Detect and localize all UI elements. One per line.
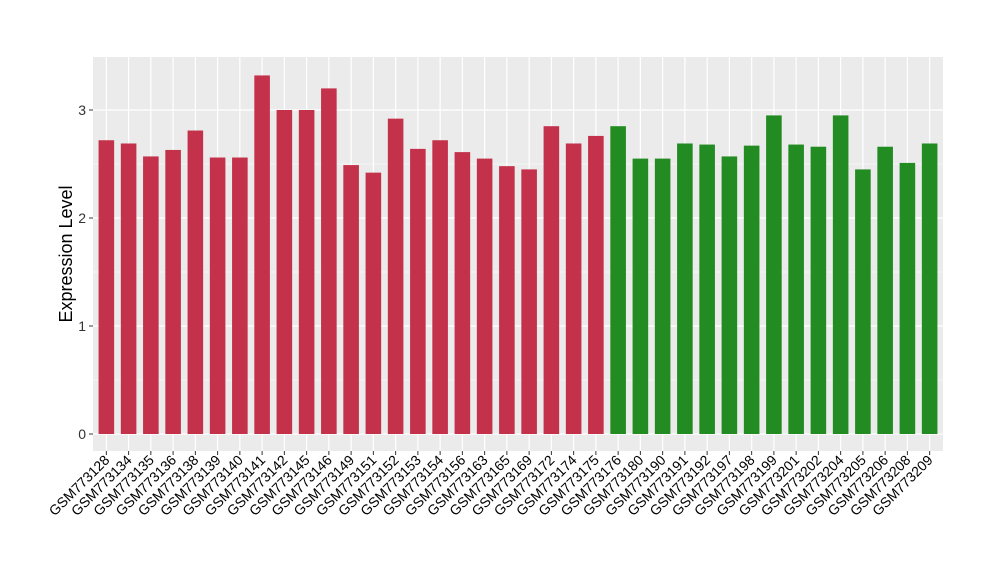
bar-GSM773146 xyxy=(321,88,337,435)
bar-GSM773128 xyxy=(98,140,115,435)
bar-GSM773153 xyxy=(410,148,426,434)
bar-GSM773199 xyxy=(766,115,782,435)
bar-GSM773192 xyxy=(699,144,715,434)
y-tick-label: 0 xyxy=(78,426,86,442)
bar-GSM773180 xyxy=(632,158,649,434)
bar-GSM773197 xyxy=(721,156,738,434)
bar-GSM773141 xyxy=(254,75,270,434)
bar-GSM773163 xyxy=(476,158,493,434)
bar-GSM773154 xyxy=(432,140,448,435)
bar-GSM773190 xyxy=(654,158,671,434)
y-tick-label: 3 xyxy=(78,102,86,118)
bar-GSM773172 xyxy=(543,126,560,434)
bar-GSM773198 xyxy=(743,145,760,434)
bar-GSM773145 xyxy=(298,110,315,434)
bar-GSM773135 xyxy=(143,156,159,434)
bar-GSM773206 xyxy=(877,146,893,434)
y-axis: 0 1 2 3 xyxy=(78,102,93,442)
bars xyxy=(98,75,938,435)
bar-GSM773140 xyxy=(232,157,248,434)
y-tick-label: 1 xyxy=(78,318,86,334)
bar-GSM773209 xyxy=(921,143,938,435)
bar-GSM773138 xyxy=(187,130,204,434)
bar-GSM773149 xyxy=(343,165,359,434)
bar-GSM773152 xyxy=(387,118,404,434)
bar-GSM773139 xyxy=(209,157,226,434)
x-axis: GSM773128GSM773134GSM773135GSM773136GSM7… xyxy=(46,451,936,519)
bar-GSM773151 xyxy=(365,172,382,434)
bar-GSM773169 xyxy=(521,169,537,434)
bar-GSM773136 xyxy=(165,149,181,434)
bar-GSM773205 xyxy=(855,169,871,434)
bar-GSM773134 xyxy=(120,143,137,435)
bar-GSM773176 xyxy=(610,126,626,434)
bar-GSM773156 xyxy=(454,152,471,434)
bar-GSM773175 xyxy=(588,135,604,435)
bar-GSM773142 xyxy=(276,110,293,434)
y-axis-label: Expression Level xyxy=(56,185,76,322)
bar-GSM773191 xyxy=(677,143,693,435)
bar-GSM773165 xyxy=(499,166,515,434)
y-tick-label: 2 xyxy=(78,210,86,226)
bar-GSM773202 xyxy=(810,146,827,434)
bar-GSM773174 xyxy=(565,143,582,435)
bar-GSM773201 xyxy=(788,144,804,434)
bar-GSM773204 xyxy=(832,115,849,435)
bar-GSM773208 xyxy=(899,162,916,435)
